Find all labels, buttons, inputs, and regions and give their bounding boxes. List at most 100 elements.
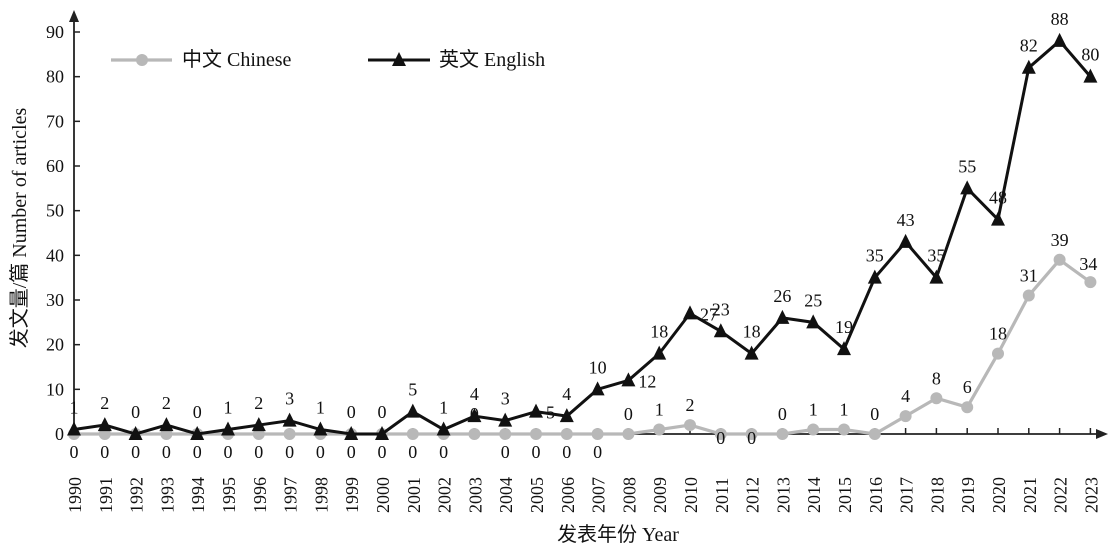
data-label: 5: [546, 403, 555, 423]
x-tick-label: 2023: [1081, 477, 1101, 513]
legend-item-english: 英文 English: [368, 48, 545, 71]
y-tick-label: 90: [46, 22, 64, 42]
data-point: [529, 403, 543, 418]
data-point: [560, 428, 573, 440]
data-label: 0: [254, 442, 263, 462]
y-tick-label: 80: [46, 67, 64, 87]
data-point: [807, 423, 820, 436]
data-label: 0: [532, 442, 541, 462]
x-tick-label: 2008: [619, 477, 639, 513]
x-tick-label: 1997: [281, 477, 301, 513]
data-point: [898, 233, 913, 248]
x-tick-label: 2007: [589, 477, 609, 513]
data-label: 0: [70, 442, 79, 462]
legend: 中文 Chinese 英文 English: [111, 48, 545, 71]
data-label: 0: [747, 428, 756, 448]
data-label: 3: [285, 389, 294, 409]
x-axis-arrow: [1096, 429, 1108, 439]
x-axis-ticks: 1990 1991 1992 1993 1994 1995 1996 1997 1998 1999…: [65, 428, 1101, 513]
legend-label: 英文 English: [439, 48, 545, 71]
series-chinese: [68, 253, 1097, 440]
data-point: [159, 417, 174, 432]
series-line: [74, 257, 1092, 436]
data-label: 1: [840, 400, 849, 420]
data-label: 55: [958, 156, 976, 176]
x-tick-label: 2002: [435, 477, 455, 513]
data-label: 0: [624, 404, 633, 424]
data-point: [406, 428, 419, 440]
x-tick-label: 2004: [496, 477, 516, 513]
legend-swatch-marker: [392, 52, 406, 66]
data-point: [498, 412, 513, 427]
data-point: [868, 428, 881, 440]
data-point: [1021, 59, 1036, 74]
x-tick-label: 1994: [188, 477, 208, 513]
y-axis-ticks: 0 10 20 30 40 50 60 70 80 90: [46, 22, 80, 444]
data-label: 88: [1051, 9, 1069, 29]
data-point: [961, 401, 974, 414]
data-label: 2: [686, 395, 695, 415]
y-tick-label: 0: [55, 424, 64, 444]
x-tick-label: 1992: [127, 477, 147, 513]
data-point: [960, 180, 975, 195]
data-label: 0: [316, 442, 325, 462]
data-point: [344, 426, 359, 440]
data-label: 0: [131, 402, 140, 422]
data-label: 0: [347, 402, 356, 422]
data-label: 8: [932, 368, 941, 388]
data-point: [1052, 32, 1067, 47]
data-label: 1: [316, 398, 325, 418]
data-point: [499, 428, 512, 440]
data-label: 0: [562, 442, 571, 462]
data-point: [992, 347, 1004, 360]
data-label: 27: [700, 304, 718, 324]
data-label: 0: [285, 442, 294, 462]
x-tick-label: 1998: [311, 477, 331, 513]
x-tick-label: 1995: [219, 477, 239, 513]
data-point: [67, 421, 81, 436]
data-label: 1: [439, 398, 448, 418]
data-point: [190, 426, 205, 440]
data-point: [683, 305, 697, 320]
data-point: [468, 428, 481, 440]
series-english: [67, 32, 1098, 440]
data-label: 4: [470, 384, 479, 404]
data-point: [929, 269, 944, 284]
data-label: 35: [927, 246, 945, 266]
data-label: 0: [870, 404, 879, 424]
data-label: 0: [439, 442, 448, 462]
data-label: 39: [1051, 230, 1069, 250]
x-tick-label: 1990: [65, 477, 85, 513]
data-label: 35: [866, 246, 884, 266]
data-label: 18: [989, 324, 1007, 344]
x-tick-label: 2005: [527, 477, 547, 513]
x-tick-label: 2017: [897, 477, 917, 513]
data-point: [744, 345, 759, 360]
data-label: 0: [347, 442, 356, 462]
data-label: 1: [655, 400, 664, 420]
data-label: 2: [162, 393, 171, 413]
data-label: 80: [1081, 45, 1099, 65]
y-tick-label: 60: [46, 156, 64, 176]
x-tick-label: 2003: [465, 477, 485, 513]
x-tick-label: 2000: [373, 477, 393, 513]
data-point: [867, 269, 882, 284]
x-tick-label: 1996: [250, 477, 270, 513]
data-label: 0: [378, 402, 387, 422]
data-point: [713, 323, 728, 338]
data-label: 0: [193, 442, 202, 462]
data-label: 48: [989, 188, 1007, 208]
x-tick-label: 2018: [927, 477, 947, 513]
series-line: [73, 38, 1092, 436]
x-tick-label: 2013: [773, 477, 793, 513]
data-point: [837, 341, 851, 356]
y-tick-label: 20: [46, 335, 64, 355]
y-tick-label: 50: [46, 201, 64, 221]
data-label: 1: [70, 398, 79, 418]
x-tick-label: 2022: [1051, 477, 1071, 513]
data-point: [590, 381, 605, 396]
data-point: [283, 428, 296, 440]
data-label: 3: [501, 389, 510, 409]
data-point: [375, 426, 389, 440]
